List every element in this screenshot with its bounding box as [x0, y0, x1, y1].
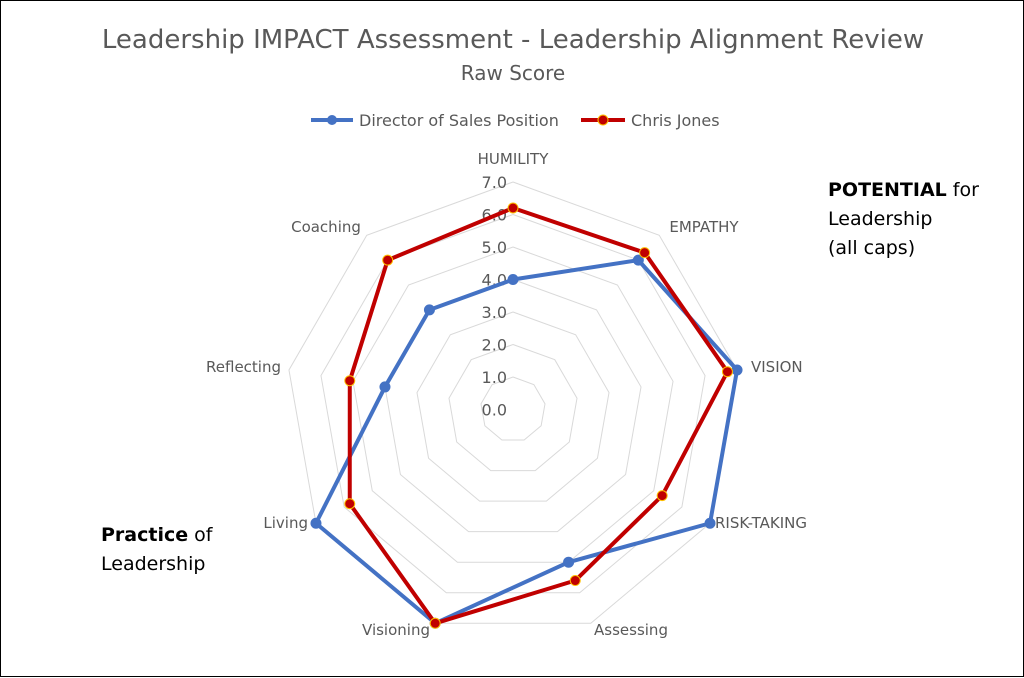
legend-marker-chris — [597, 114, 609, 126]
data-point — [632, 254, 644, 266]
category-label: Coaching — [291, 218, 361, 236]
legend: Director of Sales Position Chris Jones — [311, 111, 720, 130]
tick-label: 0.0 — [482, 401, 507, 420]
tick-label: 5.0 — [482, 238, 507, 257]
data-point — [382, 254, 394, 266]
tick-label: 3.0 — [482, 303, 507, 322]
data-point — [569, 575, 581, 587]
practice-bold: Practice — [101, 524, 189, 546]
tick-label: 7.0 — [482, 173, 507, 192]
category-label: HUMILITY — [478, 150, 550, 168]
data-point — [563, 556, 575, 568]
data-point — [344, 375, 356, 387]
tick-label: 2.0 — [482, 336, 507, 355]
data-point — [423, 304, 435, 316]
data-point — [721, 366, 733, 378]
category-label: VISION — [751, 358, 803, 376]
potential-line2: Leadership — [828, 208, 933, 230]
category-label: Assessing — [594, 621, 668, 639]
practice-annotation: Practice of Leadership — [101, 521, 212, 579]
practice-rest: of — [188, 524, 213, 546]
grid-ring-5 — [352, 246, 674, 563]
chart-title: Leadership IMPACT Assessment - Leadershi… — [102, 25, 924, 55]
legend-marker-director — [327, 115, 337, 125]
radial-tick-labels: 0.01.02.03.04.05.06.07.0 — [482, 173, 507, 420]
data-point — [639, 247, 651, 259]
data-point — [704, 517, 716, 529]
data-point — [507, 274, 519, 285]
tick-label: 1.0 — [482, 368, 507, 387]
series-line-0 — [313, 258, 740, 626]
grid-ring-2 — [448, 343, 578, 472]
category-label: Reflecting — [206, 358, 281, 376]
grid-ring-6 — [320, 213, 706, 594]
data-point — [310, 517, 322, 529]
category-label: Living — [263, 514, 308, 532]
category-label: Visioning — [362, 621, 430, 639]
practice-line2: Leadership — [101, 553, 206, 575]
category-label: EMPATHY — [669, 218, 739, 236]
data-point — [507, 202, 519, 214]
potential-line3: (all caps) — [828, 237, 916, 259]
potential-annotation: POTENTIAL for Leadership (all caps) — [828, 176, 979, 263]
category-label: RISK-TAKING — [715, 514, 807, 532]
series-line-1 — [347, 206, 730, 626]
category-labels: HUMILITY EMPATHY VISION RISK-TAKING Assessin… — [206, 150, 807, 639]
data-point — [656, 490, 668, 502]
potential-bold: POTENTIAL — [828, 179, 947, 201]
grid-ring-3 — [416, 311, 610, 502]
legend-label-chris: Chris Jones — [631, 111, 720, 130]
data-point — [379, 381, 391, 393]
chart-subtitle: Raw Score — [461, 61, 565, 85]
grid-ring-1 — [480, 376, 546, 441]
series-group — [310, 202, 743, 629]
legend-label-director: Director of Sales Position — [359, 111, 559, 130]
grid-ring-7 — [288, 181, 738, 624]
potential-rest: for — [946, 179, 979, 201]
data-point — [344, 498, 356, 510]
data-point — [429, 617, 441, 629]
data-point — [731, 364, 743, 376]
